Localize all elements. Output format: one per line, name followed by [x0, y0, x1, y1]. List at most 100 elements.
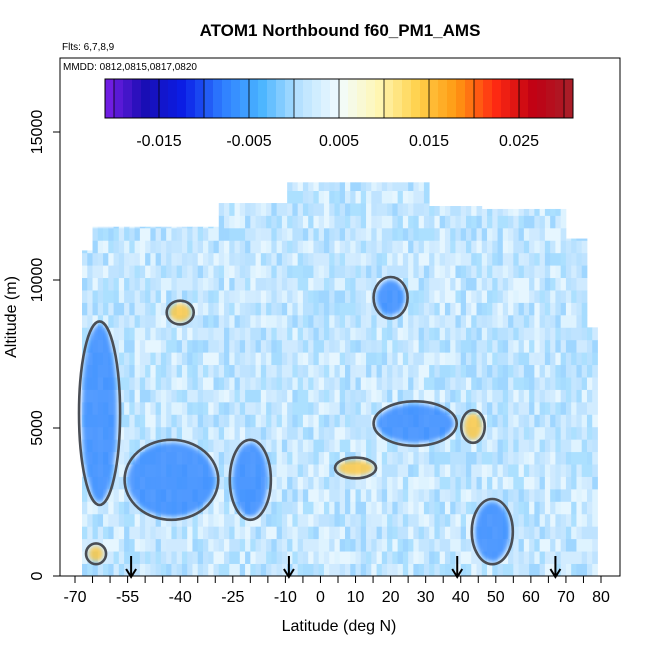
heatmap-cell: [502, 252, 509, 266]
heatmap-cell: [381, 451, 388, 465]
heatmap-cell: [155, 352, 162, 366]
heatmap-cell: [455, 464, 462, 477]
heatmap-cell: [534, 513, 541, 527]
heatmap-cell: [360, 339, 367, 353]
heatmap-cell: [565, 352, 572, 366]
heatmap-cell: [181, 401, 188, 415]
heatmap-cell: [266, 277, 272, 291]
heatmap-cell: [313, 501, 320, 515]
heatmap-cell: [139, 265, 146, 279]
heatmap-cell: [355, 426, 362, 440]
heatmap-cell: [266, 227, 272, 241]
heatmap-cell: [555, 439, 562, 453]
heatmap-cell: [160, 401, 167, 415]
heatmap-cell: [523, 364, 530, 378]
heatmap-cell: [208, 277, 214, 291]
heatmap-cell: [287, 265, 293, 279]
heatmap-cell: [408, 252, 414, 266]
heatmap-cell: [287, 377, 293, 390]
heatmap-cell: [329, 414, 335, 428]
heatmap-cell: [97, 265, 104, 279]
heatmap-cell: [245, 401, 251, 415]
heatmap-cell: [97, 563, 104, 576]
heatmap-cell: [376, 190, 383, 204]
heatmap-cell: [576, 476, 583, 490]
heatmap-cell: [97, 277, 104, 291]
colorbar-cell: [357, 79, 367, 118]
heatmap-cell: [571, 290, 577, 303]
heatmap-cell: [239, 439, 246, 453]
heatmap-cell: [360, 538, 367, 552]
colorbar-cell: [402, 79, 412, 118]
heatmap-cell: [360, 290, 367, 303]
heatmap-cell: [571, 451, 577, 465]
heatmap-cell: [124, 551, 130, 564]
colorbar-cell: [501, 79, 511, 118]
heatmap-cell: [224, 451, 230, 465]
heatmap-cell: [218, 252, 225, 266]
heatmap-cell: [160, 414, 167, 428]
heatmap-cell: [455, 277, 462, 291]
heatmap-cell: [381, 265, 388, 279]
heatmap-cell: [124, 364, 130, 378]
heatmap-cell: [329, 182, 335, 192]
heatmap-cell: [429, 277, 435, 291]
heatmap-cell: [418, 488, 425, 502]
heatmap-cell: [434, 377, 441, 390]
heatmap-cell: [439, 339, 446, 353]
heatmap-cell: [423, 215, 430, 229]
heatmap-cell: [465, 206, 472, 216]
heatmap-cell: [255, 240, 262, 254]
heatmap-cell: [576, 327, 583, 341]
heatmap-cell: [481, 265, 488, 279]
heatmap-cell: [434, 352, 441, 366]
heatmap-cell: [555, 327, 562, 341]
heatmap-cell: [502, 451, 509, 465]
heatmap-cell: [502, 240, 509, 254]
heatmap-cell: [187, 389, 193, 403]
heatmap-cell: [550, 389, 556, 403]
heatmap-cell: [408, 513, 414, 527]
heatmap-cell: [171, 352, 178, 366]
heatmap-cell: [465, 327, 472, 341]
heatmap-cell: [297, 526, 304, 540]
heatmap-cell: [576, 488, 583, 502]
heatmap-cell: [281, 451, 288, 465]
heatmap-cell: [229, 290, 235, 303]
heatmap-cell: [87, 314, 93, 328]
heatmap-cell: [492, 389, 498, 403]
heatmap-cell: [329, 526, 335, 540]
heatmap-cell: [345, 314, 351, 328]
heatmap-cell: [571, 389, 577, 403]
contour-line: [372, 275, 409, 320]
heatmap-cell: [229, 339, 235, 353]
heatmap-cell: [308, 240, 314, 254]
heatmap-cell: [550, 252, 556, 266]
heatmap-cell: [213, 426, 220, 440]
heatmap-cell: [565, 451, 572, 465]
heatmap-cell: [397, 538, 404, 552]
heatmap-cell: [455, 364, 462, 378]
heatmap-cell: [508, 501, 514, 515]
heatmap-cell: [218, 526, 225, 540]
heatmap-cell: [376, 327, 383, 341]
heatmap-cell: [371, 277, 377, 291]
heatmap-cell: [571, 302, 577, 316]
heatmap-cell: [581, 377, 588, 390]
heatmap-cell: [260, 265, 267, 279]
heatmap-cell: [408, 551, 414, 564]
heatmap-cell: [434, 277, 441, 291]
heatmap-cell: [202, 277, 209, 291]
heatmap-cell: [360, 389, 367, 403]
heatmap-cell: [555, 501, 562, 515]
heatmap-cell: [439, 290, 446, 303]
heatmap-cell: [434, 252, 441, 266]
heatmap-cell: [508, 401, 514, 415]
heatmap-cell: [581, 488, 588, 502]
heatmap-cell: [302, 401, 309, 415]
heatmap-cell: [318, 227, 325, 241]
heatmap-cell: [160, 389, 167, 403]
heatmap-cell: [518, 426, 525, 440]
heatmap-cell: [592, 464, 598, 477]
heatmap-cell: [565, 252, 572, 266]
